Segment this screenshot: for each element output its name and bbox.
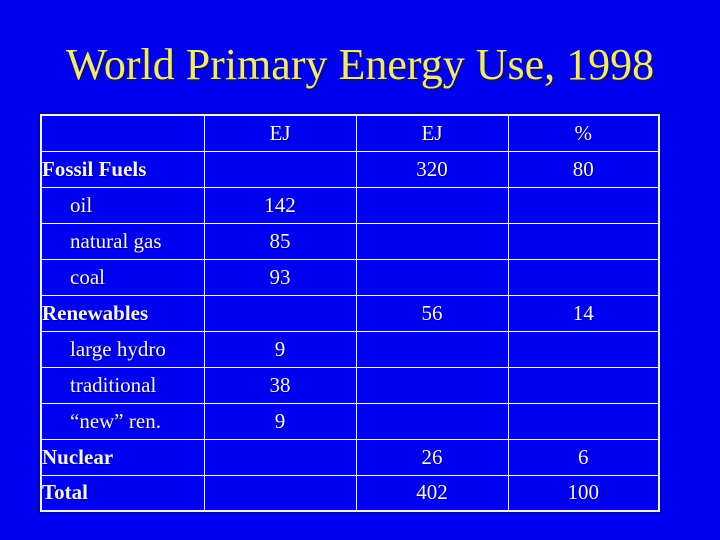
table-row-renewables: Renewables 56 14 — [40, 294, 660, 332]
percent-cell: 6 — [507, 438, 660, 476]
ej-total-cell: 320 — [355, 150, 509, 188]
table-row-large-hydro: large hydro 9 — [40, 330, 660, 368]
ej-detail-cell — [203, 294, 357, 332]
row-label: traditional — [40, 366, 205, 404]
ej-detail-cell: 93 — [203, 258, 357, 296]
row-label: Total — [40, 474, 205, 512]
ej-detail-cell — [203, 438, 357, 476]
ej-detail-cell: 142 — [203, 186, 357, 224]
energy-table: EJ EJ % Fossil Fuels 320 80 oil 142 natu… — [40, 114, 660, 512]
percent-cell — [507, 402, 660, 440]
row-label: coal — [40, 258, 205, 296]
row-label: Renewables — [40, 294, 205, 332]
table-row-coal: coal 93 — [40, 258, 660, 296]
table-row-fossil-fuels: Fossil Fuels 320 80 — [40, 150, 660, 188]
percent-cell — [507, 258, 660, 296]
percent-cell: 100 — [507, 474, 660, 512]
ej-total-cell — [355, 402, 509, 440]
ej-total-cell — [355, 258, 509, 296]
row-label: natural gas — [40, 222, 205, 260]
ej-detail-cell: 85 — [203, 222, 357, 260]
table-row-new-renewables: “new” ren. 9 — [40, 402, 660, 440]
ej-detail-cell: 38 — [203, 366, 357, 404]
ej-detail-cell: 9 — [203, 330, 357, 368]
row-label: “new” ren. — [40, 402, 205, 440]
table-header-row: EJ EJ % — [40, 114, 660, 152]
ej-detail-cell — [203, 474, 357, 512]
table-row-natural-gas: natural gas 85 — [40, 222, 660, 260]
table-row-total: Total 402 100 — [40, 474, 660, 512]
slide-title: World Primary Energy Use, 1998 — [65, 40, 655, 89]
row-label: large hydro — [40, 330, 205, 368]
ej-total-cell: 56 — [355, 294, 509, 332]
percent-cell: 80 — [507, 150, 660, 188]
ej-total-cell: 26 — [355, 438, 509, 476]
percent-cell — [507, 222, 660, 260]
ej-total-cell — [355, 330, 509, 368]
ej-total-cell — [355, 186, 509, 224]
header-ej-total: EJ — [355, 114, 509, 152]
percent-cell — [507, 186, 660, 224]
table-row-oil: oil 142 — [40, 186, 660, 224]
percent-cell — [507, 330, 660, 368]
percent-cell: 14 — [507, 294, 660, 332]
row-label: Nuclear — [40, 438, 205, 476]
percent-cell — [507, 366, 660, 404]
header-blank-cell — [40, 114, 205, 152]
table-row-nuclear: Nuclear 26 6 — [40, 438, 660, 476]
ej-total-cell — [355, 222, 509, 260]
row-label: oil — [40, 186, 205, 224]
table-row-traditional: traditional 38 — [40, 366, 660, 404]
ej-detail-cell: 9 — [203, 402, 357, 440]
header-ej-detail: EJ — [203, 114, 357, 152]
row-label: Fossil Fuels — [40, 150, 205, 188]
ej-total-cell — [355, 366, 509, 404]
ej-total-cell: 402 — [355, 474, 509, 512]
ej-detail-cell — [203, 150, 357, 188]
header-percent: % — [507, 114, 660, 152]
